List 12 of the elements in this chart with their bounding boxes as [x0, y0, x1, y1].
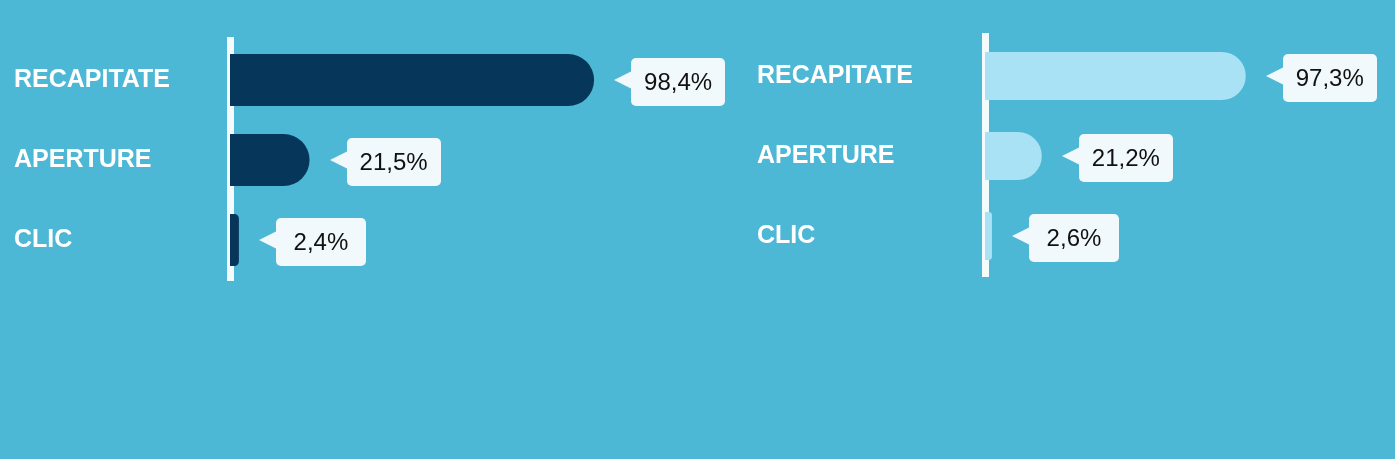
data-label: 2,4% — [293, 227, 349, 255]
data-label: 21,2% — [1091, 143, 1160, 171]
data-label: 21,5% — [359, 147, 428, 175]
y-tick-label: RECAPITATE — [14, 63, 171, 92]
data-label: 97,3% — [1295, 63, 1364, 91]
y-tick-label: CLIC — [14, 223, 73, 252]
y-tick-label: APERTURE — [757, 139, 895, 168]
y-tick-label: CLIC — [757, 219, 816, 248]
data-label: 2,6% — [1046, 223, 1102, 251]
data-label: 98,4% — [644, 67, 713, 95]
y-tick-label: RECAPITATE — [757, 59, 914, 88]
y-tick-label: APERTURE — [14, 143, 152, 172]
